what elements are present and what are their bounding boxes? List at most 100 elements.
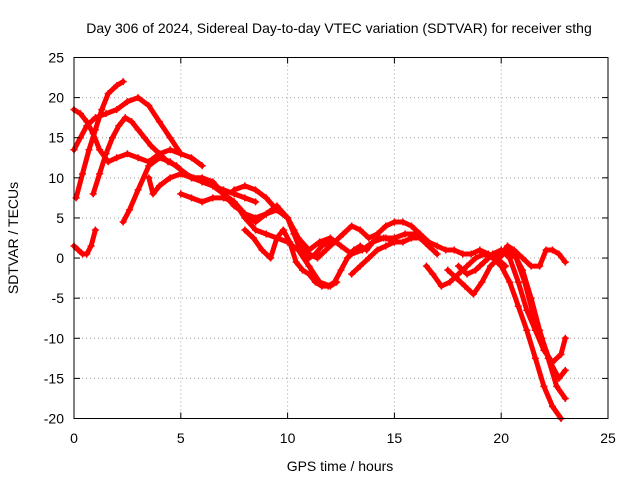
data-point <box>290 226 298 234</box>
data-point <box>314 254 322 262</box>
data-point <box>113 106 121 114</box>
data-point <box>273 234 281 242</box>
data-point <box>187 174 195 182</box>
data-point <box>365 234 373 242</box>
x-tick-label: 5 <box>177 430 185 446</box>
data-point <box>296 238 304 246</box>
data-point <box>267 254 275 262</box>
data-point <box>273 206 281 214</box>
data-point <box>472 254 480 262</box>
series-sat-k <box>348 234 441 278</box>
data-point <box>557 350 565 358</box>
data-point <box>220 194 228 202</box>
data-point <box>399 218 407 226</box>
data-point <box>177 170 185 178</box>
data-point <box>123 150 131 158</box>
data-point <box>527 294 535 302</box>
data-point <box>401 230 409 238</box>
data-point <box>76 110 84 118</box>
data-point <box>339 230 347 238</box>
data-point <box>536 326 544 334</box>
data-point <box>87 242 95 250</box>
data-point <box>262 194 270 202</box>
data-point <box>113 82 121 90</box>
data-point <box>461 282 469 290</box>
data-point <box>399 238 407 246</box>
plot-frame <box>73 57 609 419</box>
data-point <box>262 210 270 218</box>
data-point <box>324 282 332 290</box>
data-point <box>504 242 512 250</box>
data-point <box>102 110 110 118</box>
data-point <box>373 246 381 254</box>
data-point <box>147 142 155 150</box>
x-tick-label: 10 <box>280 430 296 446</box>
data-point <box>96 170 104 178</box>
series-sat-j <box>70 226 99 258</box>
data-point <box>356 226 364 234</box>
data-point <box>149 190 157 198</box>
data-point <box>115 122 123 130</box>
data-point <box>478 278 486 286</box>
data-point <box>407 234 415 242</box>
data-point <box>450 246 458 254</box>
data-point <box>476 262 484 270</box>
x-axis-label: GPS time / hours <box>287 458 394 474</box>
data-point <box>467 250 475 258</box>
data-point <box>145 174 153 182</box>
data-point <box>497 262 505 270</box>
data-point <box>472 266 480 274</box>
data-point <box>446 278 454 286</box>
data-point <box>331 278 339 286</box>
data-point <box>553 382 561 390</box>
y-tick-label: -15 <box>44 370 64 386</box>
y-tick-label: 5 <box>56 210 64 226</box>
data-point <box>536 262 544 270</box>
data-point <box>519 254 527 262</box>
y-tick-labels: -20 -15 -10 -5 0 5 10 15 20 25 <box>44 50 64 427</box>
data-point <box>83 250 91 258</box>
data-point <box>252 186 260 194</box>
data-point <box>363 246 371 254</box>
data-point <box>561 366 569 374</box>
data-point <box>422 262 430 270</box>
data-point <box>209 178 217 186</box>
data-point <box>322 246 330 254</box>
data-point <box>337 242 345 250</box>
data-point <box>134 154 142 162</box>
series-line <box>71 95 184 157</box>
data-point <box>463 262 471 270</box>
data-point <box>104 90 112 98</box>
data-point <box>331 238 339 246</box>
data-point <box>316 238 324 246</box>
data-point <box>514 278 522 286</box>
data-point <box>108 134 116 142</box>
data-point <box>96 146 104 154</box>
data-point <box>555 250 563 258</box>
data-point <box>123 98 131 106</box>
axis-ticks <box>73 57 609 419</box>
chart-title: Day 306 of 2024, Sidereal Day-to-day VTE… <box>86 20 592 36</box>
data-point <box>119 78 127 86</box>
series-sat-c <box>72 78 127 202</box>
data-point <box>326 234 334 242</box>
data-point <box>299 266 307 274</box>
data-point <box>318 282 326 290</box>
data-point <box>487 262 495 270</box>
data-point <box>497 250 505 258</box>
data-point <box>241 182 249 190</box>
data-point <box>305 270 313 278</box>
data-point <box>98 106 106 114</box>
data-point <box>128 118 136 126</box>
data-point <box>523 306 531 314</box>
data-point <box>540 382 548 390</box>
data-point <box>262 230 270 238</box>
data-point <box>102 150 110 158</box>
data-point <box>561 394 569 402</box>
data-point <box>484 254 492 262</box>
data-point <box>198 198 206 206</box>
data-point <box>337 266 345 274</box>
data-point <box>375 234 383 242</box>
data-point <box>252 226 260 234</box>
data-point <box>166 174 174 182</box>
